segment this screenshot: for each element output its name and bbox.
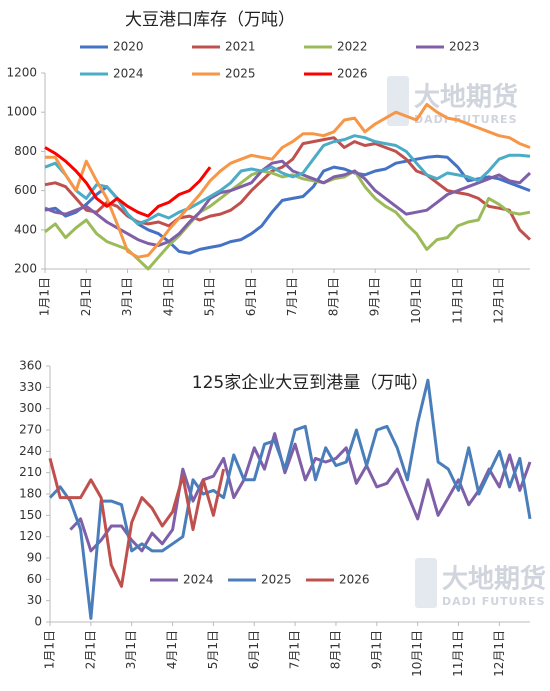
y-tick-label: 330: [19, 380, 42, 394]
x-tick-label: 7月1日: [285, 277, 299, 316]
data-line: [45, 102, 531, 259]
legend-label: 2022: [337, 40, 368, 54]
legend-label: 2026: [339, 573, 370, 587]
y-tick-label: 800: [14, 144, 37, 158]
chart-title: 大豆港口库存（万吨）: [125, 10, 295, 30]
x-tick-label: 10月1日: [410, 630, 424, 677]
data-line: [69, 432, 532, 553]
legend-label: 2021: [225, 40, 256, 54]
x-tick-label: 7月1日: [288, 630, 302, 669]
x-tick-label: 4月1日: [165, 630, 179, 669]
legend-label: 2024: [113, 67, 144, 81]
data-line: [48, 378, 532, 620]
y-tick-label: 90: [27, 551, 42, 565]
x-tick-label: 12月1日: [492, 277, 506, 324]
chart-title: 125家企业大豆到港量（万吨）: [192, 373, 428, 393]
y-tick-label: 120: [19, 529, 42, 543]
data-line: [44, 136, 532, 241]
watermark: 大地期货: [442, 564, 546, 595]
x-tick-label: 1月1日: [38, 277, 52, 316]
x-tick-label: 9月1日: [369, 630, 383, 669]
y-tick-label: 150: [19, 508, 42, 522]
y-tick-label: 270: [19, 423, 42, 437]
y-tick-label: 600: [14, 183, 37, 197]
data-line: [44, 146, 212, 218]
x-tick-label: 11月1日: [450, 277, 464, 324]
legend-label: 2023: [449, 40, 480, 54]
y-tick-label: 200: [14, 262, 37, 276]
x-tick-label: 2月1日: [83, 630, 97, 669]
data-line: [44, 134, 531, 226]
x-tick-label: 6月1日: [244, 277, 258, 316]
x-tick-label: 9月1日: [368, 277, 382, 316]
legend-label: 2024: [183, 573, 214, 587]
y-tick-label: 180: [19, 487, 42, 501]
y-tick-label: 240: [19, 444, 42, 458]
y-tick-label: 60: [27, 572, 42, 586]
y-tick-label: 30: [27, 593, 42, 607]
x-tick-label: 3月1日: [124, 630, 138, 669]
watermark: DADI FUTURES: [414, 113, 518, 126]
data-line: [44, 169, 531, 271]
legend-label: 2026: [337, 67, 368, 81]
x-tick-label: 8月1日: [328, 630, 342, 669]
data-line: [44, 154, 531, 255]
x-tick-label: 5月1日: [203, 277, 217, 316]
y-tick-label: 400: [14, 222, 37, 236]
data-line: [44, 159, 532, 247]
x-tick-label: 10月1日: [409, 277, 423, 324]
y-tick-label: 300: [19, 401, 42, 415]
watermark-logo: [415, 558, 437, 608]
x-tick-label: 3月1日: [120, 277, 134, 316]
legend-label: 2020: [113, 40, 144, 54]
y-tick-label: 0: [34, 615, 42, 629]
data-line: [48, 458, 226, 588]
x-tick-label: 4月1日: [161, 277, 175, 316]
watermark-logo: [387, 76, 409, 126]
x-tick-label: 1月1日: [43, 630, 57, 669]
y-tick-label: 1200: [6, 66, 37, 80]
legend-label: 2025: [261, 573, 292, 587]
x-tick-label: 12月1日: [492, 630, 506, 677]
x-tick-label: 8月1日: [326, 277, 340, 316]
x-tick-label: 5月1日: [206, 630, 220, 669]
legend-label: 2025: [225, 67, 256, 81]
y-tick-label: 1000: [6, 105, 37, 119]
y-tick-label: 210: [19, 465, 42, 479]
x-tick-label: 11月1日: [451, 630, 465, 677]
watermark: DADI FUTURES: [442, 595, 546, 608]
x-tick-label: 2月1日: [79, 277, 93, 316]
x-tick-label: 6月1日: [247, 630, 261, 669]
y-tick-label: 360: [19, 359, 42, 373]
